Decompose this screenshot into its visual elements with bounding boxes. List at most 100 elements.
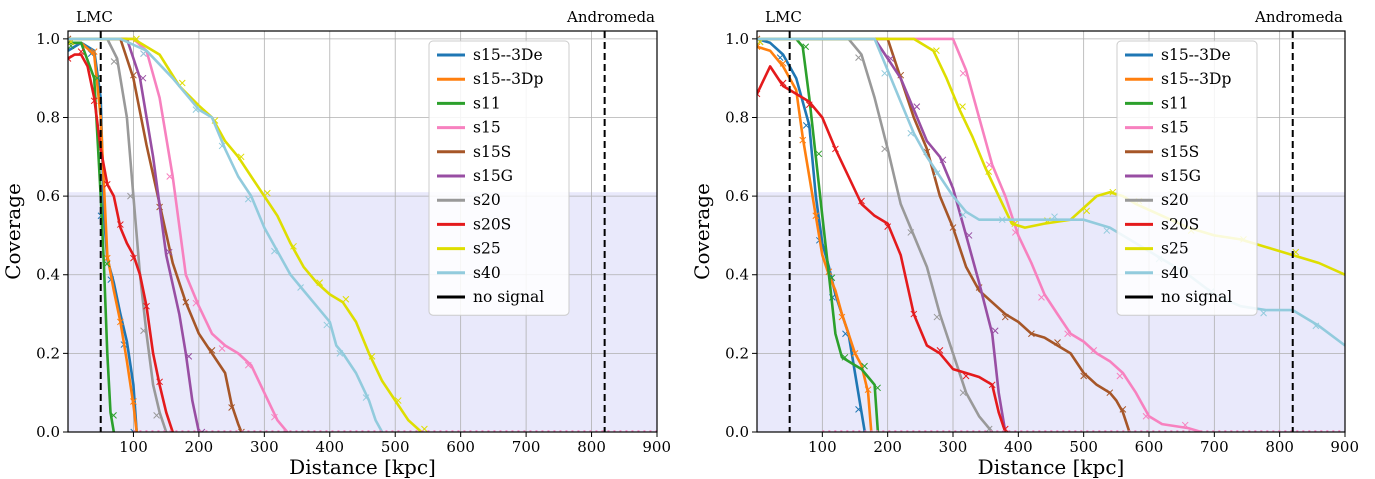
data-marker — [117, 318, 124, 326]
data-marker — [858, 197, 865, 205]
data-marker — [182, 298, 190, 306]
data-marker — [959, 211, 967, 219]
x-axis-label: Distance [kpc] — [978, 455, 1125, 479]
data-marker — [936, 347, 944, 354]
data-marker — [874, 384, 881, 392]
data-marker — [988, 381, 996, 389]
data-marker — [1109, 188, 1117, 196]
legend-label: s15S — [1161, 143, 1199, 161]
data-marker — [1038, 294, 1045, 301]
x-tick-label: 900 — [642, 438, 671, 456]
data-marker — [103, 260, 111, 268]
series-line-s40 — [68, 37, 384, 432]
legend-label: s11 — [473, 94, 501, 112]
legend-label: s15 — [473, 119, 501, 137]
data-marker — [757, 32, 758, 39]
data-marker — [812, 212, 820, 220]
data-marker — [77, 48, 85, 55]
data-marker — [1116, 372, 1124, 380]
data-marker — [1054, 339, 1061, 346]
data-marker — [757, 32, 758, 39]
data-marker — [861, 362, 868, 370]
data-marker — [832, 145, 839, 153]
x-tick-label: 300 — [939, 438, 968, 456]
data-marker — [1106, 389, 1114, 397]
x-tick-label: 600 — [446, 438, 475, 456]
data-marker — [198, 428, 206, 432]
data-marker — [68, 44, 69, 51]
data-marker — [165, 248, 173, 256]
data-marker — [218, 142, 226, 150]
data-marker — [864, 386, 872, 394]
data-marker — [1344, 274, 1345, 281]
data-marker — [985, 161, 993, 169]
data-marker — [68, 55, 72, 62]
y-tick-label: 0.6 — [36, 187, 60, 205]
data-marker — [117, 221, 124, 228]
vline-label: Andromeda — [566, 8, 655, 26]
y-tick-label: 0.8 — [725, 108, 749, 126]
legend-label: s15--3De — [1161, 46, 1231, 64]
data-marker — [127, 192, 134, 200]
x-tick-label: 100 — [119, 438, 148, 456]
series-line-s15--3Dp — [68, 41, 138, 432]
series-line-s25 — [68, 37, 423, 432]
data-marker — [959, 69, 967, 77]
data-marker — [156, 378, 163, 386]
data-marker — [991, 327, 999, 335]
x-tick-label: 700 — [1200, 438, 1229, 456]
x-tick-label: 200 — [185, 438, 214, 456]
data-marker — [103, 254, 111, 262]
x-tick-label: 600 — [1135, 438, 1164, 456]
data-marker — [815, 150, 823, 158]
data-marker — [907, 229, 915, 236]
x-tick-label: 200 — [873, 438, 902, 456]
legend-label: s15--3Dp — [1161, 70, 1231, 88]
data-marker — [130, 71, 137, 79]
series-line-s15S — [757, 37, 1131, 432]
data-marker — [297, 284, 304, 291]
legend-label: s25 — [473, 240, 501, 258]
data-marker — [153, 411, 160, 419]
data-marker — [757, 43, 761, 51]
data-marker — [368, 353, 376, 360]
y-tick-label: 1.0 — [36, 30, 60, 48]
data-marker — [851, 350, 859, 357]
data-marker — [828, 274, 836, 282]
data-marker — [110, 58, 118, 65]
x-tick-label: 100 — [808, 438, 837, 456]
data-marker — [103, 180, 111, 188]
data-marker — [316, 279, 324, 286]
data-marker — [362, 394, 370, 401]
data-marker — [802, 43, 810, 51]
data-marker — [140, 327, 147, 335]
data-marker — [178, 79, 186, 87]
data-marker — [1119, 405, 1127, 413]
data-marker — [1312, 322, 1320, 330]
legend-label: s15G — [473, 167, 513, 185]
legend-label: s20 — [473, 191, 501, 209]
data-marker — [855, 405, 862, 413]
data-marker — [1011, 229, 1019, 236]
data-marker — [1080, 372, 1088, 380]
series-line-s11 — [757, 37, 880, 432]
axes-frame — [756, 30, 1346, 433]
legend-label: s15G — [1161, 167, 1201, 185]
data-marker — [959, 389, 967, 397]
chart-panel-1: LMC Andromeda 100 200 300 400 500 600 700 800 900 0… — [1, 8, 671, 479]
data-marker — [290, 242, 297, 250]
data-marker — [263, 189, 271, 197]
y-tick-label: 0.4 — [725, 266, 749, 284]
data-marker — [192, 106, 200, 113]
legend-label: s20 — [1161, 191, 1189, 209]
legend-label: s11 — [1161, 94, 1189, 112]
y-axis-label: Coverage — [1, 183, 25, 280]
legend-label: s40 — [1161, 264, 1189, 282]
x-tick-label: 900 — [1330, 438, 1359, 456]
data-marker — [185, 353, 193, 360]
legend-label: s15--3Dp — [473, 70, 543, 88]
data-marker — [323, 321, 331, 329]
vline-label: LMC — [765, 8, 802, 26]
data-marker — [805, 101, 813, 109]
data-marker — [998, 216, 1006, 224]
